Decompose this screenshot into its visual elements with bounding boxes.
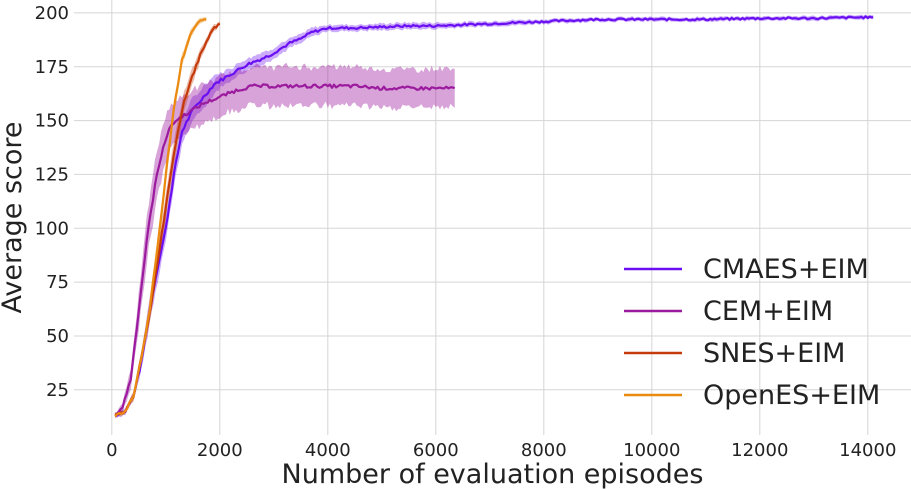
x-tick-label: 0 — [106, 440, 117, 461]
x-tick-label: 4000 — [305, 440, 351, 461]
series-line-cem-eim — [114, 83, 456, 416]
x-tick-label: 10000 — [623, 440, 680, 461]
x-axis-label: Number of evaluation episodes — [282, 459, 704, 489]
legend-label: CEM+EIM — [703, 296, 833, 327]
y-tick-label: 150 — [35, 111, 69, 132]
legend-label: SNES+EIM — [703, 338, 845, 369]
x-tick-label: 2000 — [197, 440, 243, 461]
y-tick-label: 200 — [35, 3, 69, 24]
legend: CMAES+EIM CEM+EIM SNES+EIM OpenES+EIM — [624, 254, 880, 411]
series-lines — [114, 15, 874, 418]
legend-item: SNES+EIM — [624, 338, 845, 369]
grid — [74, 0, 911, 435]
x-tick-label: 14000 — [839, 440, 896, 461]
axes: 0 2000 4000 6000 8000 10000 12000 14000 25 50 75 10… — [35, 3, 897, 461]
y-tick-label: 100 — [35, 218, 69, 239]
y-tick-label: 125 — [35, 164, 69, 185]
y-tick-label: 50 — [46, 326, 69, 347]
legend-item: CEM+EIM — [624, 296, 833, 327]
y-tick-label: 175 — [35, 57, 69, 78]
legend-label: OpenES+EIM — [703, 380, 880, 411]
y-tick-label: 75 — [46, 272, 69, 293]
series-line-openes-eim — [114, 18, 207, 418]
x-tick-label: 12000 — [731, 440, 788, 461]
y-axis-label: Average score — [0, 121, 28, 313]
x-tick-label: 8000 — [521, 440, 567, 461]
y-tick-label: 25 — [46, 380, 69, 401]
legend-item: OpenES+EIM — [624, 380, 880, 411]
legend-label: CMAES+EIM — [703, 254, 869, 285]
series-line-cmaes-eim — [114, 15, 874, 417]
legend-item: CMAES+EIM — [624, 254, 869, 285]
x-tick-label: 6000 — [413, 440, 459, 461]
confidence-band-cem-eim — [115, 62, 455, 418]
